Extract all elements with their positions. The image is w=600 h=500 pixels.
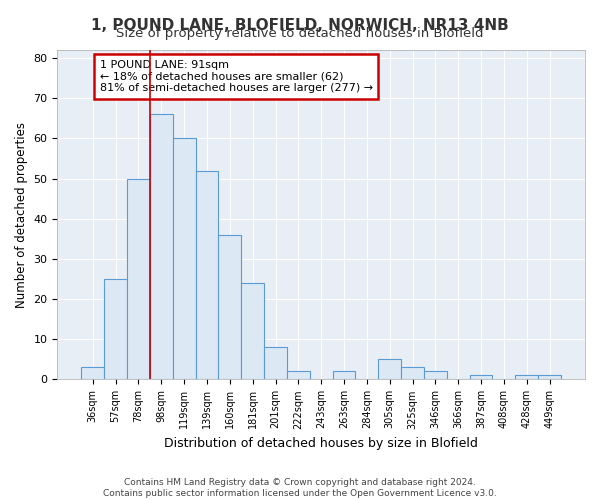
- X-axis label: Distribution of detached houses by size in Blofield: Distribution of detached houses by size …: [164, 437, 478, 450]
- Bar: [82, 368, 104, 380]
- Bar: [515, 376, 538, 380]
- Bar: [379, 360, 401, 380]
- Title: 1, POUND LANE, BLOFIELD, NORWICH, NR13 4NB
Size of property relative to detached: 1, POUND LANE, BLOFIELD, NORWICH, NR13 4…: [0, 499, 1, 500]
- Bar: [264, 348, 287, 380]
- Bar: [424, 372, 447, 380]
- Y-axis label: Number of detached properties: Number of detached properties: [15, 122, 28, 308]
- Text: Size of property relative to detached houses in Blofield: Size of property relative to detached ho…: [116, 28, 484, 40]
- Bar: [332, 372, 355, 380]
- Text: 1 POUND LANE: 91sqm
← 18% of detached houses are smaller (62)
81% of semi-detach: 1 POUND LANE: 91sqm ← 18% of detached ho…: [100, 60, 373, 93]
- Bar: [150, 114, 173, 380]
- Bar: [241, 283, 264, 380]
- Bar: [287, 372, 310, 380]
- Bar: [104, 279, 127, 380]
- Text: Contains HM Land Registry data © Crown copyright and database right 2024.
Contai: Contains HM Land Registry data © Crown c…: [103, 478, 497, 498]
- Bar: [127, 178, 150, 380]
- Bar: [538, 376, 561, 380]
- Text: 1, POUND LANE, BLOFIELD, NORWICH, NR13 4NB: 1, POUND LANE, BLOFIELD, NORWICH, NR13 4…: [91, 18, 509, 32]
- Bar: [218, 235, 241, 380]
- Bar: [401, 368, 424, 380]
- Bar: [173, 138, 196, 380]
- Bar: [196, 170, 218, 380]
- Bar: [470, 376, 493, 380]
